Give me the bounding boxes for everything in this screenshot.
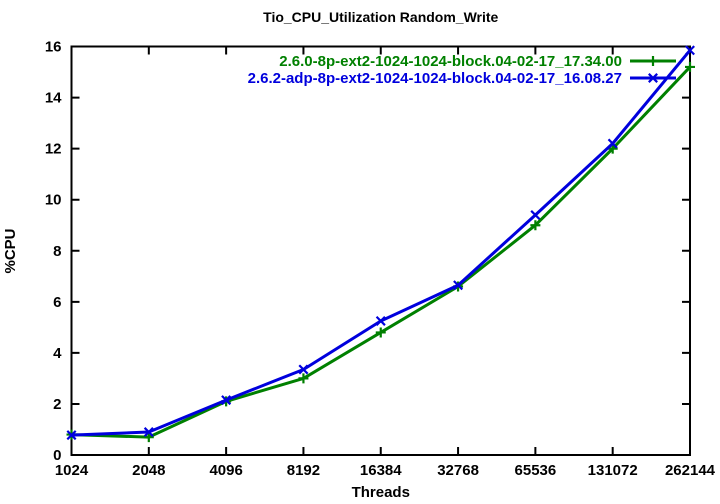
data-point-marker [143, 432, 154, 443]
legend-marker [648, 73, 658, 83]
data-point-marker [685, 61, 695, 72]
y-tick-label: 4 [53, 345, 62, 362]
data-point-marker [453, 280, 464, 291]
y-tick-label: 12 [45, 141, 62, 158]
legend-label: 2.6.2-adp-8p-ext2-1024-1024-block.04-02-… [248, 70, 622, 87]
data-point-marker [530, 220, 541, 231]
y-tick-label: 2 [53, 396, 61, 413]
data-point-marker [298, 364, 309, 375]
y-tick-label: 16 [45, 39, 62, 56]
x-tick-label: 8192 [287, 462, 320, 479]
x-tick-label: 16384 [360, 462, 402, 479]
x-tick-label: 2048 [132, 462, 165, 479]
series-line [70, 48, 692, 437]
y-tick-label: 10 [45, 192, 62, 209]
legend-marker [648, 56, 658, 66]
y-tick-label: 6 [53, 294, 61, 311]
y-tick-label: 0 [53, 447, 61, 464]
x-tick-label: 32768 [437, 462, 479, 479]
data-point-marker [607, 138, 618, 149]
legend-label: 2.6.0-8p-ext2-1024-1024-block.04-02-17_1… [279, 53, 622, 70]
series-line [70, 65, 692, 439]
y-axis-label: %CPU [2, 228, 19, 273]
x-axis-label: Threads [352, 484, 410, 501]
x-tick-label: 65536 [515, 462, 557, 479]
plot-border [70, 45, 691, 456]
data-point-marker [66, 430, 77, 441]
y-tick-label: 8 [53, 243, 61, 260]
data-point-marker [143, 427, 154, 437]
data-point-marker [221, 395, 232, 406]
data-point-marker [685, 45, 695, 56]
data-point-marker [375, 315, 386, 326]
data-point-marker [375, 327, 386, 338]
y-tick-label: 14 [45, 90, 62, 107]
x-tick-label: 4096 [209, 462, 242, 479]
x-tick-label: 131072 [588, 462, 638, 479]
data-point-marker [530, 210, 541, 220]
data-point-marker [298, 373, 309, 384]
x-tick-label: 1024 [55, 462, 89, 479]
x-tick-label: 262144 [665, 462, 716, 479]
chart-title: Tio_CPU_Utilization Random_Write [263, 9, 498, 25]
